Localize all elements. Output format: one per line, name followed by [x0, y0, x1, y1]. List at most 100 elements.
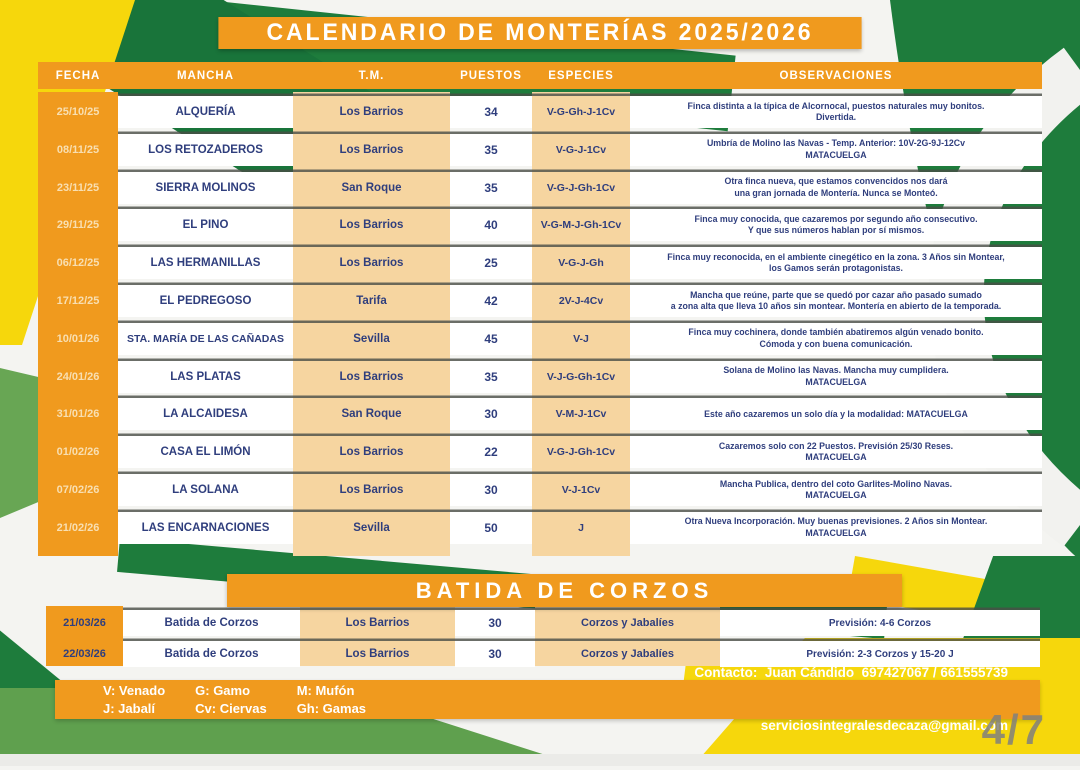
- especies-cell: V-G-Gh-J-1Cv: [532, 96, 630, 128]
- page-number: 4/7: [981, 706, 1046, 753]
- observaciones-cell: Previsión: 4-6 Corzos: [720, 610, 1040, 636]
- puestos-cell: 50: [450, 511, 532, 544]
- tm-cell: Sevilla: [293, 512, 450, 544]
- tm-cell: San Roque: [293, 398, 450, 430]
- header-mancha: MANCHA: [176, 69, 235, 82]
- table-row: 08/11/25 LOS RETOZADEROS Los Barrios 35 …: [38, 133, 1042, 166]
- header-fecha: FECHA: [55, 69, 101, 82]
- batida-title-text: BATIDA DE CORZOS: [415, 577, 714, 603]
- mancha-cell: STA. MARÍA DE LAS CAÑADAS: [118, 322, 293, 355]
- observaciones-cell: Finca distinta a la típica de Alcornocal…: [630, 96, 1042, 128]
- table-row: 21/03/26 Batida de Corzos Los Barrios 30…: [46, 610, 1040, 636]
- table-row: 17/12/25 EL PEDREGOSO Tarifa 42 2V-J-4Cv…: [38, 284, 1042, 317]
- fecha-cell: 07/02/26: [56, 483, 100, 496]
- batida-especies-column-strip: [535, 606, 720, 666]
- observaciones-cell: Umbría de Molino las Navas - Temp. Anter…: [630, 133, 1042, 166]
- batida-fecha-column-strip: [46, 606, 123, 666]
- table-row: 23/11/25 SIERRA MOLINOS San Roque 35 V-G…: [38, 171, 1042, 204]
- fecha-cell: 31/01/26: [56, 408, 100, 421]
- tm-cell: Los Barrios: [293, 96, 450, 128]
- mancha-cell: EL PINO: [118, 209, 293, 242]
- tm-cell: Los Barrios: [300, 641, 455, 667]
- tm-cell: Los Barrios: [293, 209, 450, 241]
- mancha-cell: Batida de Corzos: [123, 610, 300, 636]
- legend-item: M: Mufón: [296, 682, 355, 698]
- fecha-cell: 06/12/25: [56, 257, 100, 270]
- observaciones-cell: Previsión: 2-3 Corzos y 15-20 J: [720, 641, 1040, 667]
- tm-cell: Los Barrios: [293, 361, 450, 393]
- batida-table: 21/03/26 Batida de Corzos Los Barrios 30…: [46, 610, 1040, 672]
- puestos-cell: 35: [450, 360, 532, 393]
- especies-cell: Corzos y Jabalíes: [535, 610, 720, 636]
- observaciones-cell: Finca muy conocida, que cazaremos por se…: [630, 209, 1042, 242]
- observaciones-cell: Cazaremos solo con 22 Puestos. Previsión…: [630, 436, 1042, 469]
- puestos-cell: 35: [450, 171, 532, 204]
- batida-section-title: BATIDA DE CORZOS: [227, 574, 902, 607]
- mancha-cell: Batida de Corzos: [123, 641, 300, 667]
- puestos-cell: 30: [450, 473, 532, 506]
- fecha-cell: 21/03/26: [63, 617, 106, 629]
- puestos-cell: 45: [450, 322, 532, 355]
- observaciones-cell: Mancha Publica, dentro del coto Garlites…: [630, 473, 1042, 506]
- page-title: CALENDARIO DE MONTERÍAS 2025/2026: [218, 17, 862, 49]
- contact-line-phone: Contacto: Juan Cándido 697427067 / 66155…: [694, 665, 1008, 681]
- table-row: 10/01/26 STA. MARÍA DE LAS CAÑADAS Sevil…: [38, 322, 1042, 355]
- monterias-table: 25/10/25 ALQUERÍA Los Barrios 34 V-G-Gh-…: [38, 96, 1042, 550]
- bg-bottom-edge-strip: [0, 754, 1080, 766]
- fecha-cell: 24/01/26: [56, 370, 100, 383]
- mancha-cell: LA ALCAIDESA: [118, 398, 293, 431]
- legend-item: G: Gamo: [195, 682, 251, 698]
- table-row: 22/03/26 Batida de Corzos Los Barrios 30…: [46, 641, 1040, 667]
- contact-info: Contacto: Juan Cándido 697427067 / 66155…: [694, 629, 1008, 769]
- table-row: 29/11/25 EL PINO Los Barrios 40 V-G-M-J-…: [38, 209, 1042, 242]
- legend-item: J: Jabalí: [103, 700, 156, 716]
- especies-cell: Corzos y Jabalíes: [535, 641, 720, 667]
- especies-cell: 2V-J-4Cv: [532, 285, 630, 317]
- especies-cell: V-G-M-J-Gh-1Cv: [532, 209, 630, 241]
- tm-cell: Los Barrios: [293, 247, 450, 279]
- table-row: 01/02/26 CASA EL LIMÓN Los Barrios 22 V-…: [38, 436, 1042, 469]
- table-row: 07/02/26 LA SOLANA Los Barrios 30 V-J-1C…: [38, 473, 1042, 506]
- table-row: 06/12/25 LAS HERMANILLAS Los Barrios 25 …: [38, 247, 1042, 280]
- observaciones-cell: Finca muy reconocida, en el ambiente cin…: [630, 247, 1042, 280]
- fecha-cell: 29/11/25: [56, 219, 100, 232]
- table-row: 31/01/26 LA ALCAIDESA San Roque 30 V-M-J…: [38, 398, 1042, 431]
- especies-cell: V-M-J-1Cv: [532, 398, 630, 430]
- mancha-cell: EL PEDREGOSO: [118, 284, 293, 317]
- puestos-cell: 30: [455, 610, 535, 636]
- fecha-cell: 08/11/25: [56, 143, 100, 156]
- especies-cell: V-G-J-Gh-1Cv: [532, 436, 630, 468]
- especies-cell: V-J: [532, 323, 630, 355]
- tm-cell: Sevilla: [293, 323, 450, 355]
- tm-cell: Los Barrios: [293, 474, 450, 506]
- observaciones-cell: Otra Nueva Incorporación. Muy buenas pre…: [630, 511, 1042, 544]
- header-puestos: PUESTOS: [460, 69, 522, 82]
- mancha-cell: LAS HERMANILLAS: [118, 247, 293, 280]
- fecha-cell: 21/02/26: [56, 521, 100, 534]
- table-row: 21/02/26 LAS ENCARNACIONES Sevilla 50 J …: [38, 511, 1042, 544]
- observaciones-cell: Mancha que reúne, parte que se quedó por…: [630, 284, 1042, 317]
- fecha-cell: 22/03/26: [63, 648, 106, 660]
- puestos-cell: 42: [450, 284, 532, 317]
- puestos-cell: 25: [450, 247, 532, 280]
- mancha-cell: LOS RETOZADEROS: [118, 133, 293, 166]
- table-row: 25/10/25 ALQUERÍA Los Barrios 34 V-G-Gh-…: [38, 96, 1042, 128]
- especies-column-strip: [532, 92, 630, 556]
- legend-item: Gh: Gamas: [296, 700, 367, 716]
- mancha-cell: LAS PLATAS: [118, 360, 293, 393]
- especies-cell: V-J-G-Gh-1Cv: [532, 361, 630, 393]
- legend-column: M: Mufón Gh: Gamas: [297, 682, 366, 717]
- puestos-cell: 34: [450, 96, 532, 128]
- fecha-cell: 25/10/25: [56, 106, 100, 118]
- puestos-cell: 40: [450, 209, 532, 242]
- puestos-cell: 22: [450, 436, 532, 469]
- tm-column-strip: [293, 92, 450, 556]
- puestos-cell: 30: [450, 398, 532, 431]
- tm-cell: Tarifa: [293, 285, 450, 317]
- fecha-cell: 01/02/26: [56, 446, 100, 459]
- table-row: 24/01/26 LAS PLATAS Los Barrios 35 V-J-G…: [38, 360, 1042, 393]
- legend-column: V: Venado J: Jabalí: [103, 682, 165, 717]
- header-tm: T.M.: [358, 69, 385, 82]
- especies-cell: V-G-J-Gh-1Cv: [532, 172, 630, 204]
- observaciones-cell: Solana de Molino las Navas. Mancha muy c…: [630, 360, 1042, 393]
